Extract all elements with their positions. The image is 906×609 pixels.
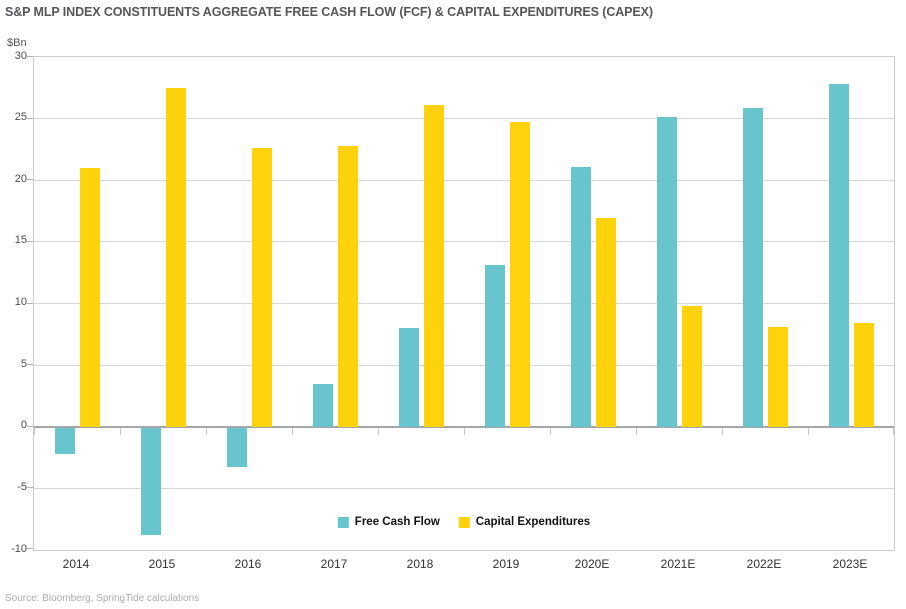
y-tick-label: 20 <box>14 172 27 185</box>
x-axis-tick <box>206 427 207 435</box>
x-axis-tick <box>636 427 637 435</box>
y-axis-unit-label: $Bn <box>7 37 27 49</box>
y-tick-label: -10 <box>11 542 27 555</box>
bar-capex-2019 <box>509 122 530 427</box>
x-axis-tick <box>464 427 465 435</box>
bar-capex-2015 <box>165 87 186 427</box>
legend-item-free-cash-flow: Free Cash Flow <box>337 516 440 528</box>
plot-area: Free Cash Flow Capital Expenditures <box>33 56 895 551</box>
x-axis-tick <box>378 427 379 435</box>
legend-label-free-cash-flow: Free Cash Flow <box>354 516 440 528</box>
y-axis-tick <box>27 302 33 304</box>
x-axis-tick <box>34 427 35 435</box>
bar-capex-2023e <box>853 323 874 427</box>
bar-fcf-2014 <box>54 427 75 454</box>
y-tick-label: 5 <box>20 357 27 370</box>
bar-fcf-2018 <box>398 328 419 427</box>
y-tick-label: 15 <box>14 234 27 247</box>
x-tick-label: 2018 <box>406 557 434 571</box>
x-axis-tick <box>120 427 121 435</box>
bar-capex-2021e <box>681 305 702 427</box>
y-axis-tick <box>27 548 33 549</box>
x-axis-tick <box>893 427 894 435</box>
y-tick-label: 25 <box>14 111 27 124</box>
bar-fcf-2021e <box>656 117 677 427</box>
y-tick-label: 0 <box>20 419 27 432</box>
gridline <box>34 364 894 366</box>
x-axis-tick <box>808 427 809 435</box>
gridline <box>34 118 894 120</box>
bar-fcf-2017 <box>312 383 333 427</box>
x-axis-tick <box>292 427 293 435</box>
legend-swatch-capital-expenditures <box>458 516 470 528</box>
legend-swatch-free-cash-flow <box>337 516 349 528</box>
x-tick-label: 2015 <box>148 557 176 571</box>
y-axis-tick <box>27 117 33 119</box>
x-tick-label: 2019 <box>492 557 520 571</box>
bar-capex-2016 <box>251 148 272 427</box>
y-axis-tick <box>27 487 33 489</box>
bar-fcf-2016 <box>226 427 247 468</box>
x-tick-label: 2021E <box>660 557 696 571</box>
bar-capex-2018 <box>423 105 444 427</box>
bar-capex-2022e <box>767 326 788 427</box>
bar-capex-2014 <box>79 167 100 427</box>
y-axis-tick <box>27 179 33 181</box>
x-axis-tick <box>550 427 551 435</box>
x-tick-label: 2020E <box>574 557 610 571</box>
y-axis-tick <box>27 364 33 366</box>
y-axis-tick <box>27 425 33 427</box>
bar-fcf-2015 <box>140 427 161 535</box>
y-axis-tick <box>27 240 33 242</box>
chart-title: S&P MLP INDEX CONSTITUENTS AGGREGATE FRE… <box>5 5 653 19</box>
x-tick-label: 2022E <box>746 557 782 571</box>
zero-line <box>34 425 894 428</box>
gridline <box>34 303 894 304</box>
legend: Free Cash Flow Capital Expenditures <box>337 516 591 528</box>
bar-capex-2017 <box>337 145 358 427</box>
gridline <box>34 241 894 243</box>
y-tick-label: 10 <box>14 296 27 308</box>
source-note: Source: Bloomberg, SpringTide calculatio… <box>5 593 200 604</box>
x-tick-label: 2023E <box>832 557 868 571</box>
bar-fcf-2022e <box>742 107 763 427</box>
legend-item-capital-expenditures: Capital Expenditures <box>458 516 591 528</box>
bar-fcf-2023e <box>828 84 849 427</box>
x-tick-label: 2017 <box>320 557 348 571</box>
legend-label-capital-expenditures: Capital Expenditures <box>475 516 591 528</box>
bar-fcf-2019 <box>484 265 505 427</box>
bar-fcf-2020e <box>570 166 591 427</box>
y-tick-label: 30 <box>14 49 27 62</box>
y-axis-tick <box>27 56 33 57</box>
y-tick-label: -5 <box>17 480 27 493</box>
x-tick-label: 2014 <box>62 557 90 571</box>
x-tick-label: 2016 <box>234 557 262 571</box>
bar-capex-2020e <box>595 218 616 427</box>
gridline <box>34 179 894 181</box>
x-axis-tick <box>722 427 723 435</box>
gridline <box>34 487 894 489</box>
